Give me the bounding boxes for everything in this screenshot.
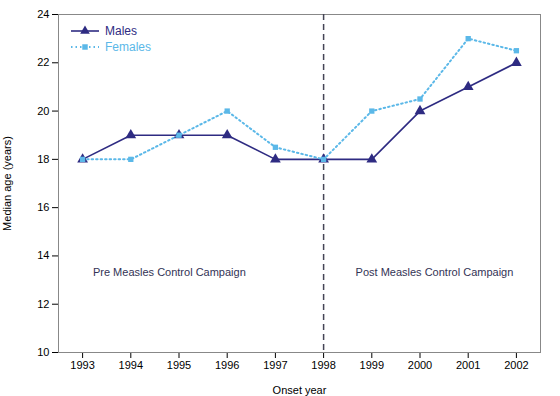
svg-text:1994: 1994 — [119, 359, 143, 371]
svg-text:10: 10 — [37, 346, 49, 358]
svg-text:1999: 1999 — [360, 359, 384, 371]
svg-text:2000: 2000 — [408, 359, 432, 371]
svg-text:1998: 1998 — [311, 359, 335, 371]
svg-text:1996: 1996 — [215, 359, 239, 371]
svg-text:24: 24 — [37, 8, 49, 20]
svg-text:1993: 1993 — [70, 359, 94, 371]
svg-text:2002: 2002 — [504, 359, 528, 371]
svg-text:2001: 2001 — [456, 359, 480, 371]
svg-text:14: 14 — [37, 249, 49, 261]
svg-text:Onset year: Onset year — [273, 384, 327, 396]
svg-text:22: 22 — [37, 56, 49, 68]
svg-text:Median age (years): Median age (years) — [1, 136, 13, 231]
svg-text:1995: 1995 — [167, 359, 191, 371]
svg-text:Post Measles Control Campaign: Post Measles Control Campaign — [356, 266, 514, 278]
svg-text:16: 16 — [37, 201, 49, 213]
html-text:Males: Males — [105, 24, 137, 38]
svg-text:1997: 1997 — [263, 359, 287, 371]
svg-text:18: 18 — [37, 153, 49, 165]
svg-text:Pre Measles Control Campaign: Pre Measles Control Campaign — [93, 266, 246, 278]
svg-text:12: 12 — [37, 298, 49, 310]
html-text:Females: Females — [105, 40, 151, 54]
svg-text:20: 20 — [37, 105, 49, 117]
